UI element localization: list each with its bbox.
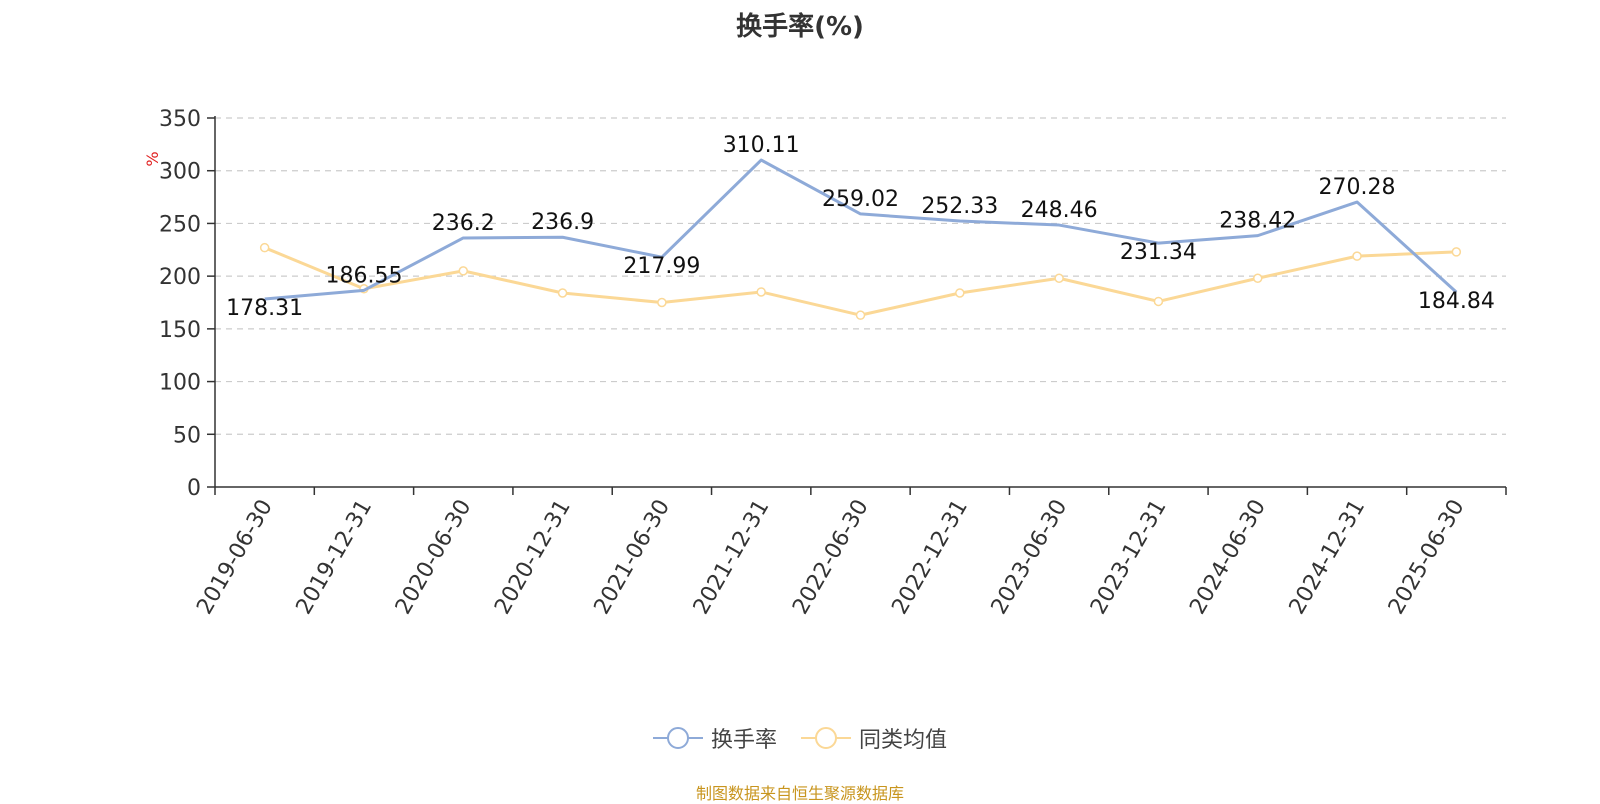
x-tick-label: 2020-06-30 xyxy=(391,496,477,619)
x-tick-label: 2023-12-31 xyxy=(1086,496,1172,619)
data-label: 231.34 xyxy=(1120,240,1197,265)
y-tick-label: 350 xyxy=(159,107,201,132)
data-label: 186.55 xyxy=(325,263,402,288)
x-tick-label: 2022-12-31 xyxy=(887,496,973,619)
data-point-peer-average xyxy=(855,310,866,320)
data-point-peer-average xyxy=(955,288,965,298)
legend-marker-turnover xyxy=(652,726,703,750)
x-tick-label: 2021-06-30 xyxy=(590,496,676,619)
legend-item-peer-average[interactable]: 同类均值 xyxy=(801,722,947,754)
data-label: 259.02 xyxy=(822,187,899,212)
y-tick-label: 150 xyxy=(159,318,201,343)
data-point-peer-average xyxy=(259,242,270,253)
x-tick-label: 2024-06-30 xyxy=(1185,496,1271,619)
data-label: 270.28 xyxy=(1319,175,1396,200)
x-tick-label: 2021-12-31 xyxy=(689,496,775,619)
data-label: 252.33 xyxy=(921,194,998,219)
series-line-turnover xyxy=(264,158,1458,301)
x-tick-label: 2023-06-30 xyxy=(987,496,1073,619)
legend-marker-peer-average xyxy=(801,726,851,750)
data-point-peer-average xyxy=(557,288,568,298)
x-tick-label: 2019-06-30 xyxy=(192,496,278,619)
y-tick-label: 0 xyxy=(187,476,201,501)
data-label: 238.42 xyxy=(1219,209,1296,234)
data-point-peer-average xyxy=(1054,273,1064,284)
source-note: 制图数据来自恒生聚源数据库 xyxy=(695,784,904,803)
legend: 换手率 同类均值 xyxy=(0,722,1600,754)
y-tick-label: 100 xyxy=(159,371,201,396)
y-axis-label: % xyxy=(143,151,162,166)
y-tick-label: 50 xyxy=(173,423,201,448)
x-tick-label: 2020-12-31 xyxy=(490,496,576,619)
data-label: 310.11 xyxy=(723,133,800,158)
data-label: 248.46 xyxy=(1021,198,1098,223)
y-tick-label: 200 xyxy=(159,265,201,290)
data-point-peer-average xyxy=(1451,247,1462,257)
data-label: 236.9 xyxy=(531,210,594,235)
y-tick-label: 250 xyxy=(159,212,201,237)
x-tick-label: 2022-06-30 xyxy=(788,496,874,619)
data-label: 236.2 xyxy=(432,211,495,236)
data-label: 178.31 xyxy=(226,296,303,321)
x-tick-label: 2019-12-31 xyxy=(292,496,378,619)
data-point-peer-average xyxy=(458,266,469,276)
x-tick-label: 2024-12-31 xyxy=(1285,496,1371,619)
data-point-peer-average xyxy=(756,287,766,297)
legend-label-turnover: 换手率 xyxy=(710,728,777,753)
chart-title: 换手率(%) xyxy=(736,12,864,42)
x-tick-label: 2025-06-30 xyxy=(1384,496,1470,619)
data-point-peer-average xyxy=(1153,296,1164,307)
data-label: 184.84 xyxy=(1418,289,1495,314)
legend-item-turnover[interactable]: 换手率 xyxy=(652,722,777,754)
y-tick-label: 300 xyxy=(159,160,201,185)
series-line-peer-average xyxy=(264,246,1457,317)
data-point-peer-average xyxy=(1252,273,1263,284)
legend-label-peer-average: 同类均值 xyxy=(859,728,948,753)
data-label: 217.99 xyxy=(623,254,700,279)
data-point-peer-average xyxy=(657,297,667,308)
data-point-peer-average xyxy=(1352,251,1362,261)
